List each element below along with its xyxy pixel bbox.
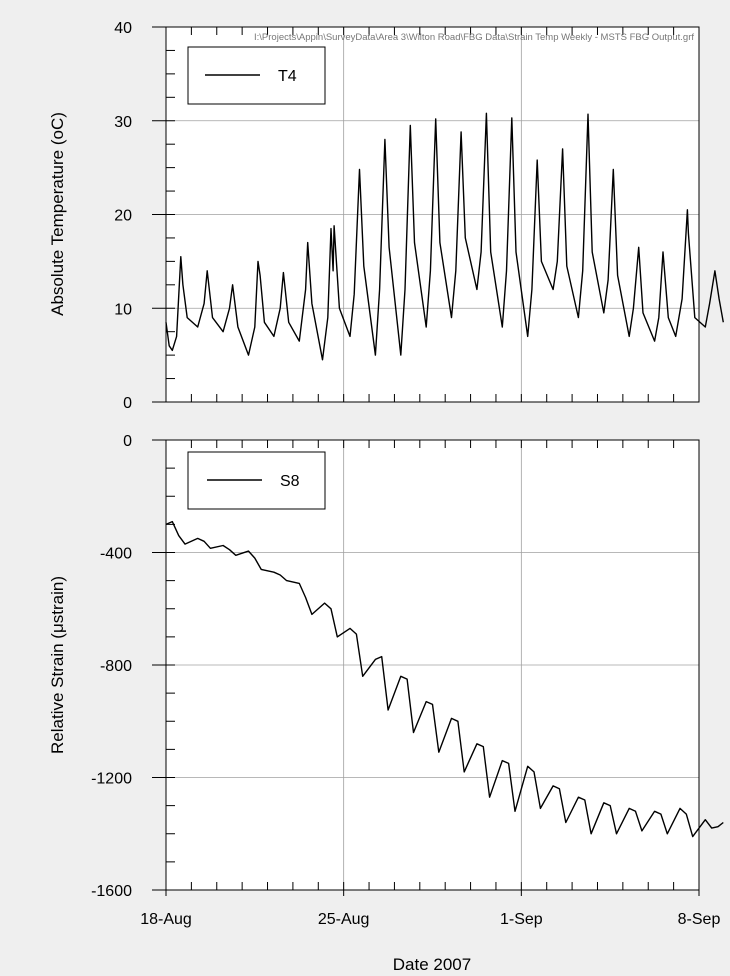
strain-plot-frame — [165, 439, 700, 891]
temperature-y-axis-title: Absolute Temperature (oC) — [48, 112, 67, 316]
temperature-legend: T4 — [187, 46, 326, 105]
temperature-panel: 0 10 20 30 40 I:\Projects\Appin\SurveyData\A… — [48, 20, 724, 412]
series-line-s8 — [165, 520, 724, 838]
y-tick-label: 40 — [114, 20, 132, 37]
y-tick-label: -800 — [100, 658, 132, 675]
x-tick-label: 1-Sep — [500, 911, 543, 928]
strain-y-ticks: 0 -400 -800 -1200 -1600 — [91, 433, 166, 900]
series-line-t4 — [165, 112, 724, 361]
x-tick-label: 8-Sep — [678, 911, 721, 928]
strain-panel: 0 -400 -800 -1200 -1600 S8 18-Aug 25-Aug 1-Sep… — [48, 433, 724, 974]
strain-grid — [166, 440, 699, 890]
x-tick-label: 18-Aug — [140, 911, 192, 928]
strain-y-axis-title: Relative Strain (μstrain) — [48, 576, 67, 754]
y-tick-label: 10 — [114, 301, 132, 318]
y-tick-label: -400 — [100, 546, 132, 563]
x-axis-title: Date 2007 — [393, 955, 471, 974]
y-tick-label: -1200 — [91, 771, 132, 788]
y-tick-label: -1600 — [91, 883, 132, 900]
y-tick-label: 0 — [123, 433, 132, 450]
temperature-legend-label: T4 — [278, 68, 297, 85]
temperature-y-ticks: 0 10 20 30 40 — [114, 20, 166, 412]
temperature-plot-frame — [165, 26, 700, 403]
x-tick-label: 25-Aug — [318, 911, 370, 928]
y-tick-label: 30 — [114, 114, 132, 131]
y-tick-label: 20 — [114, 208, 132, 225]
x-axis-ticks: 18-Aug 25-Aug 1-Sep 8-Sep — [140, 890, 720, 928]
y-tick-label: 0 — [123, 395, 132, 412]
strain-legend-label: S8 — [280, 473, 300, 490]
strain-legend: S8 — [187, 451, 326, 510]
file-path-label: I:\Projects\Appin\SurveyData\Area 3\Wilt… — [254, 32, 694, 43]
